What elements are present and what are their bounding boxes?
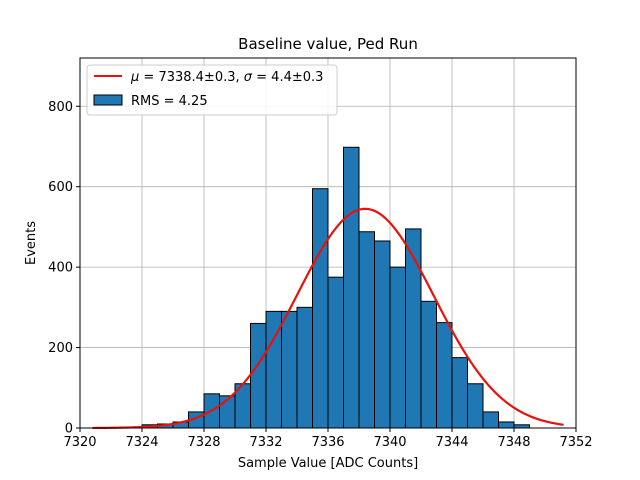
legend-hist-label: RMS = 4.25: [131, 94, 208, 109]
histogram-bar: [327, 276, 344, 429]
x-tick-label: 7320: [63, 435, 96, 450]
y-tick-label: 400: [48, 261, 73, 276]
x-axis-label: Sample Value [ADC Counts]: [238, 456, 418, 471]
histogram-bar: [389, 266, 406, 429]
legend-fit-label-part: = 4.4±0.3: [252, 70, 323, 85]
y-axis-ticks: 0 200 400 600 800: [48, 100, 80, 437]
fit-curve: [92, 207, 564, 430]
x-tick-label: 7352: [559, 435, 592, 450]
histogram-bar: [343, 146, 360, 429]
x-tick-label: 7340: [373, 435, 406, 450]
legend: μ = 7338.4±0.3, σ = 4.4±0.3 RMS = 4.25: [86, 64, 338, 116]
y-tick-label: 800: [48, 100, 73, 115]
x-axis-ticks: 7320 7324 7328 7332 7336 7340 7344 7348 7352: [63, 428, 593, 450]
histogram-bar: [281, 310, 298, 429]
histogram-bar: [498, 421, 515, 429]
legend-hist-swatch: [93, 94, 123, 106]
x-tick-label: 7332: [249, 435, 282, 450]
x-tick-label: 7344: [435, 435, 468, 450]
legend-box: [86, 64, 338, 116]
histogram-bar: [451, 357, 468, 429]
histogram-bars: [141, 146, 530, 429]
x-tick-label: 7324: [125, 435, 158, 450]
legend-fit-label-part: μ: [130, 70, 139, 85]
histogram-bar: [374, 240, 391, 429]
x-tick-label: 7336: [311, 435, 344, 450]
x-tick-label: 7328: [187, 435, 220, 450]
legend-fit-label-part: = 7338.4±0.3,: [139, 70, 243, 85]
histogram-bar: [358, 231, 375, 429]
gaussian-fit: [92, 207, 564, 430]
x-tick-label: 7348: [497, 435, 530, 450]
legend-fit-label: μ = 7338.4±0.3, σ = 4.4±0.3: [130, 70, 323, 85]
y-tick-label: 600: [48, 180, 73, 195]
histogram-bar: [296, 306, 313, 429]
y-axis-label: Events: [24, 221, 39, 265]
histogram-bar: [250, 322, 267, 429]
legend-fit-label-part: σ: [244, 70, 253, 85]
histogram-bar: [482, 411, 499, 429]
y-tick-label: 200: [48, 341, 73, 356]
histogram-bar: [312, 188, 329, 429]
histogram-bar: [420, 300, 437, 429]
chart-title: Baseline value, Ped Run: [238, 35, 418, 53]
y-tick-label: 0: [65, 422, 73, 437]
histogram-bar: [436, 322, 453, 429]
histogram-bar: [467, 383, 484, 429]
